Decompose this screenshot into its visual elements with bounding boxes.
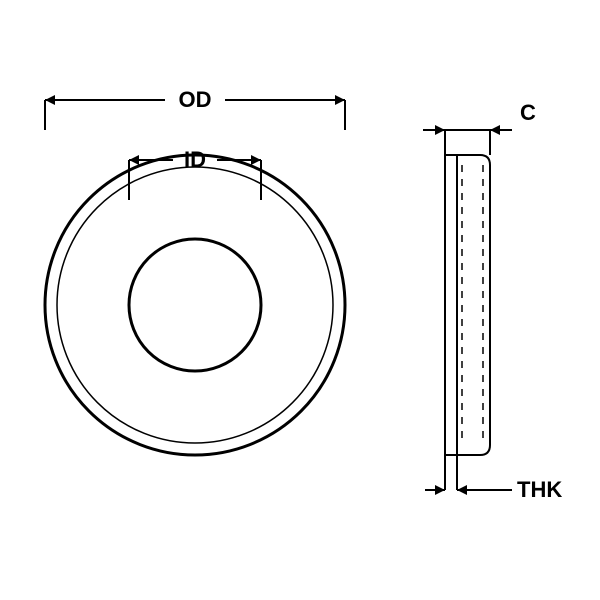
od-label: OD [179, 87, 212, 112]
id-label: ID [184, 147, 206, 172]
cup-washer-diagram: OD ID C THK [0, 0, 600, 600]
thk-label: THK [517, 477, 562, 502]
c-label: C [520, 100, 536, 125]
inner-diameter-circle [129, 239, 261, 371]
outer-lip-circle [57, 167, 333, 443]
outer-diameter-circle [45, 155, 345, 455]
